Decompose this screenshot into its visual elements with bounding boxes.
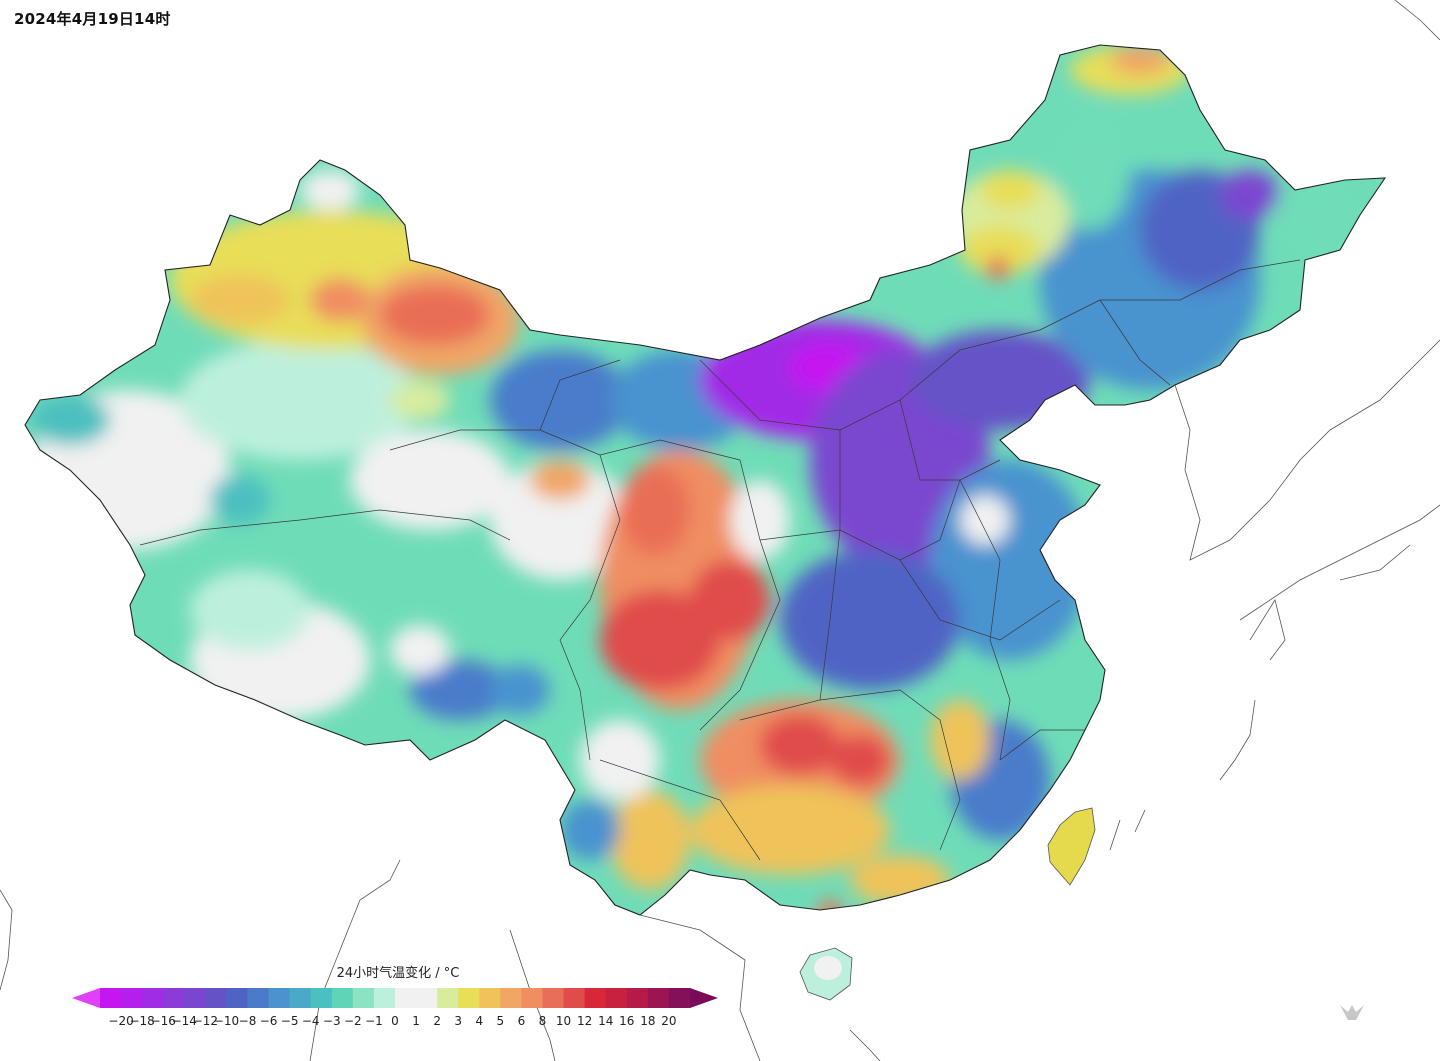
- legend-bin: [184, 988, 206, 1008]
- legend-tick-label: 0: [391, 1014, 399, 1028]
- legend-bin: [479, 988, 501, 1008]
- legend-tick-label: −4: [301, 1014, 320, 1028]
- legend-bin: [437, 988, 459, 1008]
- legend-tick-label: 4: [475, 1014, 484, 1028]
- legend-tick-label: 8: [538, 1014, 547, 1028]
- map-title: 2024年4月19日14时: [14, 10, 171, 28]
- legend-bin: [521, 988, 543, 1008]
- legend-bin: [226, 988, 248, 1008]
- legend-title: 24小时气温变化 / °C: [336, 966, 460, 981]
- legend-bin: [500, 988, 522, 1008]
- legend-bin: [584, 988, 607, 1008]
- legend-tick-label: −3: [322, 1014, 341, 1028]
- legend-tick-label: −12: [192, 1014, 219, 1028]
- legend-bin: [142, 988, 164, 1008]
- legend-bin: [247, 988, 270, 1008]
- legend-tick-label: −5: [280, 1014, 299, 1028]
- legend-bin: [373, 988, 396, 1008]
- legend-bin: [205, 988, 227, 1008]
- legend-tick-label: 1: [412, 1014, 420, 1028]
- legend-tick-label: −2: [343, 1014, 362, 1028]
- legend-tick-label: 2: [433, 1014, 441, 1028]
- legend-bin: [163, 988, 185, 1008]
- legend-tick-label: −20: [108, 1014, 134, 1028]
- legend-tick-label: 12: [577, 1014, 593, 1028]
- legend-low-arrow: [72, 988, 100, 1008]
- legend-bin: [647, 988, 670, 1008]
- legend-bin: [395, 988, 417, 1008]
- legend-tick-label: 6: [517, 1014, 526, 1028]
- legend-bin: [458, 988, 480, 1008]
- legend-bin: [289, 988, 312, 1008]
- legend-bin: [626, 988, 649, 1008]
- taiwan-region: [1047, 807, 1096, 886]
- legend-high-arrow: [690, 988, 718, 1008]
- legend-bin: [268, 988, 291, 1008]
- watermark-logo: [1340, 1005, 1364, 1020]
- legend-tick-label: 5: [496, 1014, 505, 1028]
- legend-bin: [605, 988, 628, 1008]
- legend-tick-label: −8: [238, 1014, 257, 1028]
- legend-bin: [310, 988, 333, 1008]
- legend-tick-label: −1: [365, 1014, 383, 1028]
- legend-bin: [352, 988, 375, 1008]
- legend-tick-label: −16: [150, 1014, 176, 1028]
- legend-tick-label: 16: [619, 1014, 635, 1028]
- legend-tick-label: 10: [555, 1014, 572, 1028]
- legend-tick-label: −14: [171, 1014, 197, 1028]
- legend-colorbar: [72, 988, 718, 1008]
- legend-bin: [416, 988, 438, 1008]
- legend-tick-label: −18: [129, 1014, 155, 1028]
- legend-tick-label: 3: [454, 1014, 463, 1028]
- province-borders: [139, 259, 1301, 861]
- legend-tick-label: 14: [598, 1014, 614, 1028]
- legend-tick-label: −6: [259, 1014, 278, 1028]
- legend-tick-label: −10: [213, 1014, 240, 1028]
- legend-tick-label: 18: [640, 1014, 656, 1028]
- legend-bin: [121, 988, 143, 1008]
- legend-bin: [668, 988, 691, 1008]
- legend-bin: [563, 988, 586, 1008]
- legend-bin: [542, 988, 565, 1008]
- legend-bin: [331, 988, 354, 1008]
- legend-bin: [100, 988, 122, 1008]
- hainan-region: [799, 947, 853, 1001]
- legend-tick-label: 20: [661, 1014, 677, 1028]
